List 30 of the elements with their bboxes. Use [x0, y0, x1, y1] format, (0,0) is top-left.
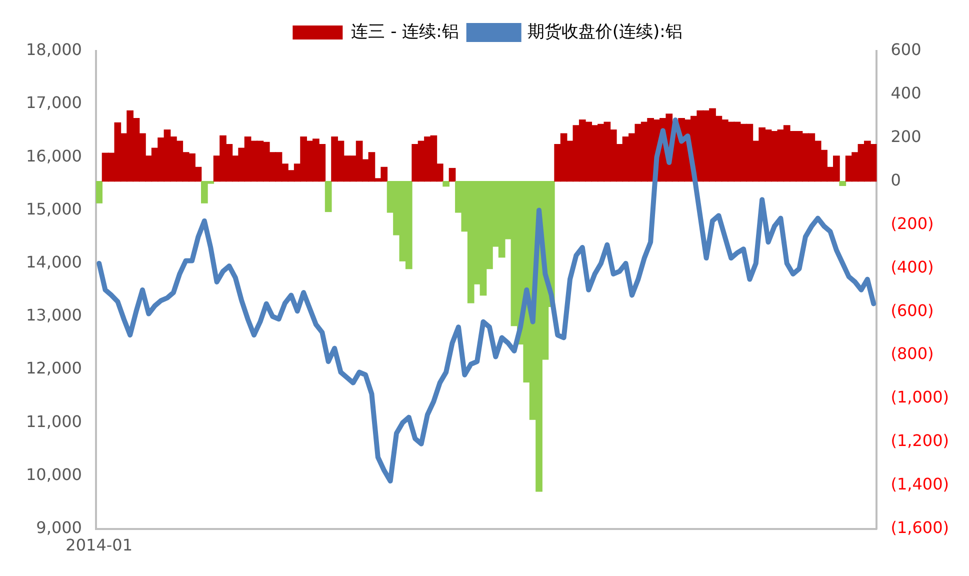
bar [324, 180, 332, 212]
y2-tick-label: (400) [890, 257, 934, 276]
y-tick-label: 10,000 [26, 464, 82, 484]
y2-tick-label: 400 [890, 84, 922, 103]
y2-tick-label: 200 [890, 127, 922, 146]
y-tick-label: 12,000 [26, 358, 82, 378]
y2-tick-label: (200) [890, 214, 934, 233]
y-tick-label: 14,000 [26, 252, 82, 272]
y-tick-label: 11,000 [26, 412, 82, 431]
x-tick-label: 2014-01 [66, 536, 133, 555]
y2-tick-label: 0 [890, 170, 901, 190]
bar [448, 168, 456, 182]
y-tick-label: 17,000 [26, 93, 82, 112]
bar [96, 180, 103, 204]
bar [442, 180, 450, 187]
y2-tick-label: 600 [890, 40, 922, 60]
y2-tick-label: (600) [890, 300, 934, 320]
y-tick-label: 18,000 [26, 40, 82, 60]
legend-label: 连三 - 连续:铝 [351, 22, 459, 42]
y2-tick-label: (800) [890, 344, 934, 364]
y2-tick-label: (1,000) [890, 388, 950, 407]
y-tick-label: 15,000 [26, 199, 82, 218]
y-tick-label: 16,000 [26, 146, 82, 166]
bar [839, 180, 846, 186]
y-tick-label: 13,000 [26, 306, 82, 325]
y-tick-label: 9,000 [36, 518, 82, 537]
y2-tick-label: (1,200) [890, 431, 950, 450]
y2-tick-label: (1,600) [890, 518, 950, 537]
y2-tick-label: (1,400) [890, 474, 950, 494]
legend-label: 期货收盘价(连续):铝 [527, 22, 682, 42]
